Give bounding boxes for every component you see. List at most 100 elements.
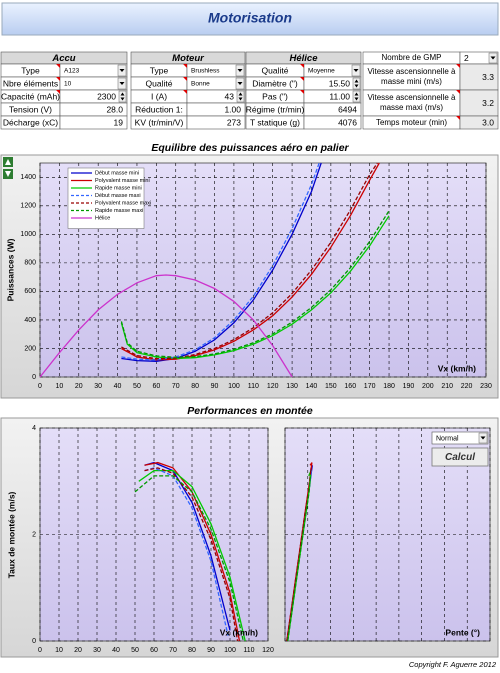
series-line: [138, 469, 246, 642]
arrow-icon: [237, 69, 243, 72]
value-cell: [59, 89, 128, 104]
x-tick-label: 50: [133, 383, 141, 390]
mode-select[interactable]: [431, 431, 489, 445]
cell-value: 11.00: [329, 91, 350, 101]
cell-label: Type: [21, 65, 40, 75]
cell-value: 43: [225, 91, 235, 101]
cell-label: I (A): [151, 91, 167, 101]
comment-marker: [456, 64, 460, 68]
x-axis-label: Pente (°): [445, 627, 480, 637]
arrow-icon: [237, 82, 243, 85]
arrow-icon: [238, 97, 243, 101]
y-tick-label: 600: [24, 288, 36, 295]
spinner[interactable]: [352, 90, 361, 103]
y-tick-label: 400: [24, 317, 36, 324]
y-tick-label: 800: [24, 260, 36, 267]
arrow-icon: [354, 92, 359, 96]
cell-label: Type: [150, 65, 169, 75]
cell-label: Vitesse ascensionnelle à masse mini (m/s…: [367, 67, 456, 86]
table-header-text: Moteur: [172, 53, 205, 64]
cell-value: 3.2: [482, 98, 494, 108]
x-tick-label: 60: [152, 383, 160, 390]
x-tick-label: 40: [114, 383, 122, 390]
calc-button-label[interactable]: Calcul: [445, 452, 475, 463]
series-line: [144, 467, 239, 642]
x-tick-label: 190: [403, 383, 415, 390]
x-tick-label: 120: [262, 647, 274, 654]
y-axis-label: Puissances (W): [5, 238, 15, 301]
cell-value: Moyenne: [308, 68, 335, 75]
spinner[interactable]: [118, 90, 127, 103]
x-tick-label: 90: [211, 383, 219, 390]
spinner[interactable]: [352, 77, 361, 90]
value-cell: [59, 115, 128, 130]
cell-value: Brushless: [191, 68, 220, 75]
arrow-icon: [120, 97, 125, 101]
cell-label: T statique (g): [250, 117, 300, 127]
copyright: Copyright F. Aguerre 2012: [409, 660, 497, 669]
series-line: [121, 162, 380, 361]
arrow-icon: [354, 79, 359, 83]
x-tick-label: 150: [325, 383, 337, 390]
y-tick-label: 1200: [20, 203, 36, 210]
legend-label: Début masse maxi: [95, 193, 141, 199]
cell-label: Qualité: [146, 78, 173, 88]
cell-label-box: Nombre de GMP: [381, 53, 441, 62]
title-bar: [1, 2, 499, 36]
arrow-icon: [238, 92, 243, 96]
comment-marker: [183, 90, 187, 94]
x-tick-label: 180: [383, 383, 395, 390]
cell-label: Capacité (mAh): [1, 91, 60, 101]
comment-marker: [56, 77, 60, 81]
x-tick-label: 50: [131, 647, 139, 654]
y-tick-label: 2: [32, 531, 36, 538]
calc-button[interactable]: [431, 447, 489, 467]
arrow-icon: [120, 92, 125, 96]
cell-value: 15.50: [329, 78, 351, 88]
value-cell: [459, 115, 499, 130]
series-line: [121, 162, 322, 362]
y-tick-label: 1400: [20, 174, 36, 181]
x-tick-label: 80: [188, 647, 196, 654]
cell-value: 6494: [338, 104, 357, 114]
x-tick-label: 220: [461, 383, 473, 390]
cell-label: Temps moteur (min): [375, 117, 448, 127]
cell-label-box: Temps moteur (min): [375, 117, 448, 127]
cell-label: Tension (V): [9, 104, 52, 114]
series-line: [39, 274, 293, 378]
arrow-icon: [5, 171, 11, 177]
arrow-icon: [5, 159, 11, 165]
x-tick-label: 40: [112, 647, 120, 654]
y-tick-label: 4: [32, 425, 36, 432]
series-line: [286, 467, 312, 642]
cell-label: Régime (tr/min): [246, 104, 305, 114]
x-tick-label: 0: [38, 383, 42, 390]
cell-value: 4076: [338, 117, 357, 127]
table-header-text: Accu: [51, 53, 75, 64]
cell-label: Diamètre ("): [252, 78, 298, 88]
cell-value: 28.0: [106, 104, 123, 114]
cell-label-box: Vitesse ascensionnelle à masse mini (m/s…: [367, 67, 456, 86]
spinner[interactable]: [236, 90, 245, 103]
mode-value: Normal: [436, 435, 459, 442]
cell-value: 1.00: [224, 104, 241, 114]
series-line: [120, 215, 390, 360]
chart-title: Equilibre des puissances aéro en palier: [151, 142, 349, 154]
arrow-icon: [354, 84, 359, 88]
arrow-icon: [480, 436, 486, 440]
cell-label: Vitesse ascensionnelle à masse maxi (m/s…: [367, 93, 456, 112]
x-tick-label: 100: [228, 383, 240, 390]
x-tick-label: 80: [191, 383, 199, 390]
x-tick-label: 160: [344, 383, 356, 390]
value-cell: [459, 89, 499, 117]
x-tick-label: 0: [38, 647, 42, 654]
chart-title: Performances en montée: [187, 405, 313, 417]
comment-marker: [300, 90, 304, 94]
comment-marker: [56, 90, 60, 94]
comment-marker: [183, 64, 187, 68]
x-tick-label: 30: [94, 383, 102, 390]
cell-value: 10: [64, 81, 72, 88]
x-tick-label: 140: [306, 383, 318, 390]
x-tick-label: 30: [93, 647, 101, 654]
